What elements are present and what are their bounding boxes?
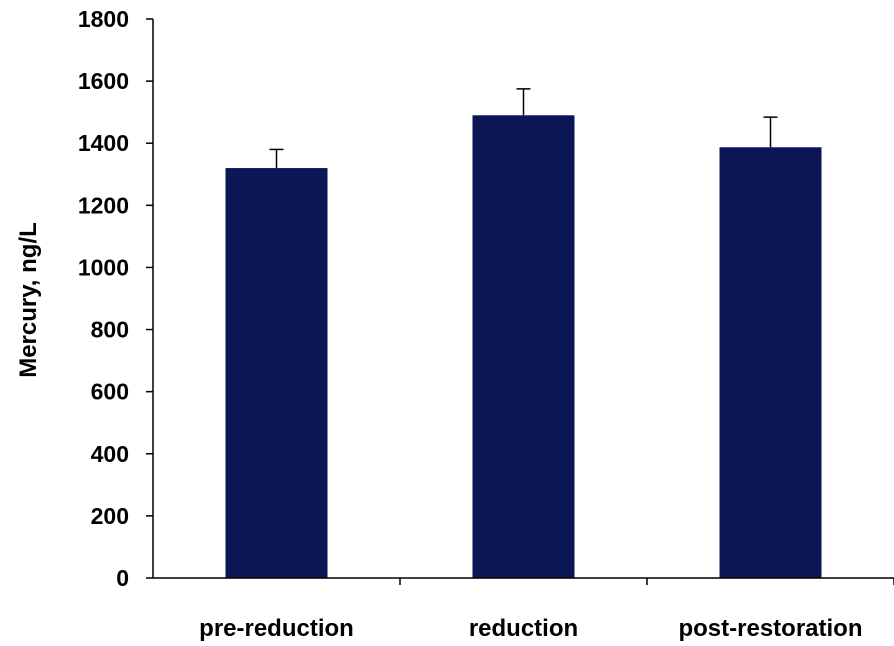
y-tick-label: 1600 [78, 68, 129, 94]
x-tick-label: reduction [469, 615, 578, 642]
error-bars [269, 88, 778, 169]
y-tick-label: 1800 [78, 6, 129, 32]
x-tick-label: post-restoration [678, 615, 862, 642]
y-tick-label: 600 [91, 379, 129, 405]
y-tick-label: 400 [91, 441, 129, 467]
x-axis-ticks [399, 578, 894, 585]
bar-pre-reduction [225, 168, 328, 579]
y-tick-label: 800 [91, 317, 129, 343]
y-axis-label: Mercury, ng/L [15, 222, 42, 378]
bars [225, 115, 822, 579]
x-tick-label: pre-reduction [199, 615, 354, 642]
y-tick-label: 1400 [78, 130, 129, 156]
x-tick-labels: pre-reduction reduction post-restoration [199, 615, 862, 642]
y-tick-label: 1200 [78, 192, 129, 218]
y-tick-label: 0 [116, 565, 129, 591]
bar-post-restoration [719, 147, 822, 578]
y-tick-label: 1000 [78, 254, 129, 280]
bar-reduction [472, 115, 575, 579]
y-tick-labels: 0 200 400 600 800 1000 1200 1400 1600 1800 [78, 6, 129, 591]
y-tick-label: 200 [91, 503, 129, 529]
y-axis-ticks [146, 18, 153, 579]
